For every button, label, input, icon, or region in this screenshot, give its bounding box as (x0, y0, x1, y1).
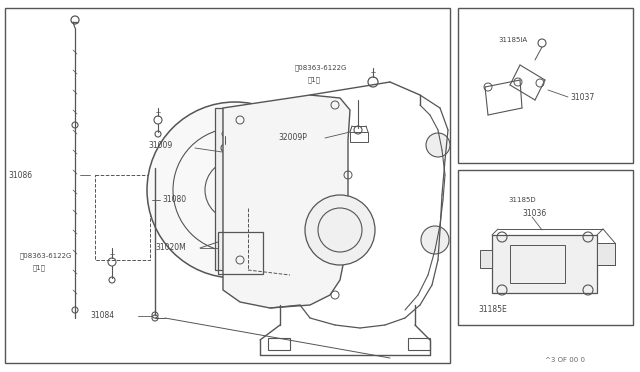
Text: ^3 OF 00 0: ^3 OF 00 0 (545, 357, 585, 363)
Text: 31185IA: 31185IA (498, 37, 527, 43)
Circle shape (426, 133, 450, 157)
Text: （1）: （1） (308, 77, 321, 83)
Circle shape (421, 226, 449, 254)
Text: 31185D: 31185D (508, 197, 536, 203)
Bar (5, 8, 450, 363)
Text: 31086: 31086 (8, 170, 32, 180)
Bar (492, 235, 597, 293)
Text: 31020M: 31020M (155, 244, 186, 253)
Bar (597, 243, 615, 265)
Bar (215, 108, 223, 270)
Bar (408, 338, 430, 350)
Text: 32009P: 32009P (278, 134, 307, 142)
Circle shape (305, 195, 375, 265)
Text: 31036: 31036 (522, 208, 547, 218)
Text: 31084: 31084 (90, 311, 114, 321)
Polygon shape (223, 95, 350, 308)
Text: 31080: 31080 (162, 196, 186, 205)
Text: Ⓜ08363-6122G: Ⓜ08363-6122G (295, 65, 348, 71)
Circle shape (147, 102, 323, 278)
Text: 31185E: 31185E (478, 305, 507, 314)
Bar (95, 175, 150, 260)
Bar (350, 132, 368, 142)
Bar (480, 250, 492, 268)
Bar (458, 8, 633, 163)
Bar (268, 338, 290, 350)
Text: Ⓜ08363-6122G: Ⓜ08363-6122G (20, 253, 72, 259)
Text: （1）: （1） (33, 265, 46, 271)
Bar (510, 245, 565, 283)
Text: 31009: 31009 (148, 141, 172, 150)
Bar (218, 232, 263, 274)
Text: 31037: 31037 (570, 93, 595, 102)
Bar (458, 170, 633, 325)
